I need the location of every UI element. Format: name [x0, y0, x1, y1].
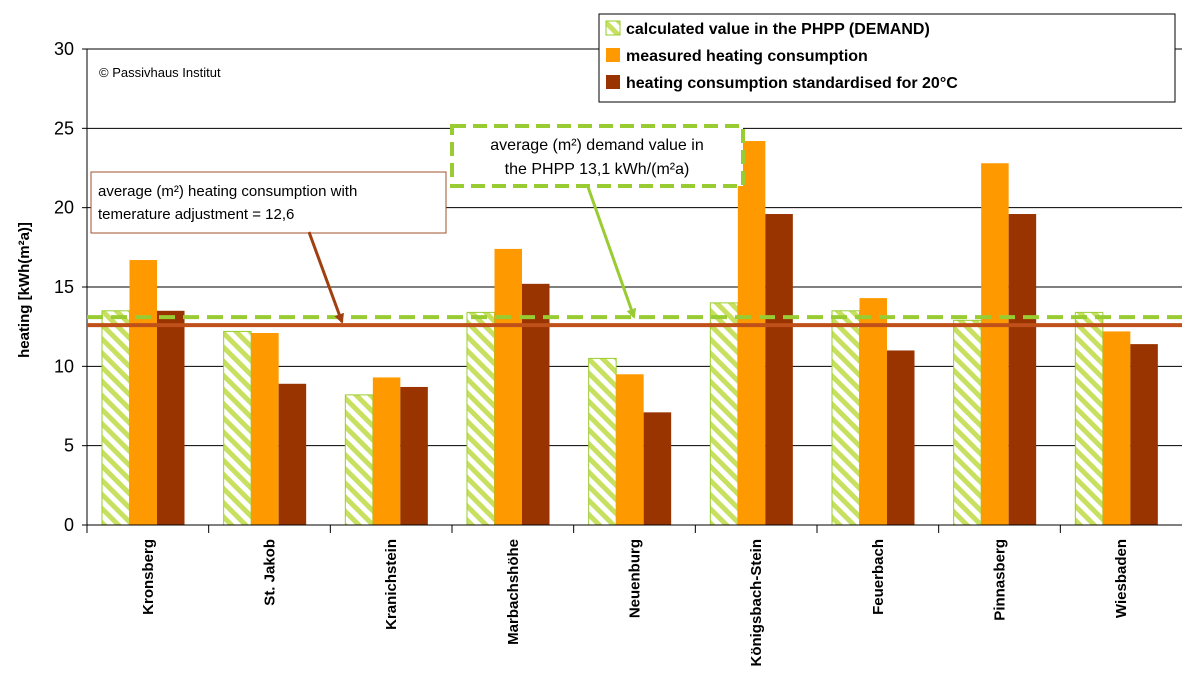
y-tick-label: 25	[54, 118, 74, 138]
bar-st-jakob-series-1	[223, 330, 252, 526]
bar-wiesbaden-series-2	[1102, 331, 1131, 525]
x-category-label: Pinnasberg	[992, 539, 1009, 621]
bar-kronsberg-series-2	[129, 260, 157, 525]
legend-label-3: heating consumption standardised for 20°…	[626, 75, 958, 92]
copyright-text: © Passivhaus Institut	[99, 65, 221, 80]
legend-label-2: measured heating consumption	[626, 48, 868, 65]
bar-st-jakob-series-3	[278, 383, 307, 525]
bar-kranichstein-series-1	[344, 394, 374, 526]
bar-k-nigsbach-stein-series-1	[709, 302, 739, 526]
annotation-demand-arrow	[586, 186, 637, 319]
bar-pinnasberg-series-2	[981, 163, 1009, 526]
legend-swatch-3	[606, 75, 620, 89]
bar-neuenburg-series-3	[643, 412, 672, 525]
annotation-demand-average: average (m²) demand value in the PHPP 13…	[450, 124, 745, 319]
annotation-demand-box	[450, 124, 745, 188]
y-tick-label: 30	[54, 39, 74, 59]
annotation-demand-line-1: average (m²) demand value in	[490, 137, 703, 154]
bar-k-nigsbach-stein-series-2	[737, 141, 766, 525]
annotation-consumption-arrow	[307, 231, 344, 324]
bar-pinnasberg-series-1	[953, 319, 982, 526]
bar-kranichstein-series-2	[372, 377, 401, 525]
x-category-labels: Kronsberg St. Jakob Kranichstein Marbachshö…	[140, 539, 1130, 667]
y-tick-label: 0	[64, 515, 74, 535]
x-category-label: Wiesbaden	[1113, 539, 1130, 618]
axes	[82, 48, 1182, 533]
bar-feuerbach-series-3	[887, 350, 915, 525]
y-tick-labels: 0 5 10 15 20 25 30	[54, 39, 74, 535]
annotation-consumption-line-2: temerature adjustment = 12,6	[98, 206, 294, 223]
bar-neuenburg-series-2	[616, 374, 644, 525]
x-category-label: Königsbach-Stein	[748, 539, 765, 667]
legend-label-1: calculated value in the PHPP (DEMAND)	[626, 21, 930, 38]
bars	[101, 141, 1158, 526]
annotation-consumption-average: average (m²) heating consumption with te…	[90, 171, 447, 324]
annotation-consumption-box	[90, 171, 447, 234]
reference-lines	[87, 315, 1182, 328]
y-tick-label: 5	[64, 436, 74, 456]
x-category-label: Kranichstein	[383, 539, 400, 630]
annotation-demand-line-2: the PHPP 13,1 kWh/(m²a)	[505, 161, 690, 178]
x-category-label: Marbachshöhe	[505, 539, 522, 645]
bar-st-jakob-series-2	[251, 333, 279, 525]
bar-k-nigsbach-stein-series-3	[765, 214, 793, 525]
y-tick-label: 20	[54, 198, 74, 218]
bar-wiesbaden-series-1	[1074, 311, 1104, 526]
bar-pinnasberg-series-3	[1008, 214, 1037, 525]
y-axis-label: heating [kWh(m²a)]	[16, 222, 33, 358]
y-tick-label: 10	[54, 356, 74, 376]
bar-marbachsh-he-series-1	[466, 311, 495, 526]
y-tick-label: 15	[54, 277, 74, 297]
bar-marbachsh-he-series-3	[522, 283, 550, 525]
bar-neuenburg-series-1	[588, 357, 617, 526]
bar-feuerbach-series-1	[831, 310, 860, 526]
bar-marbachsh-he-series-2	[494, 248, 522, 526]
x-category-label: Neuenburg	[627, 539, 644, 618]
x-category-label: Kronsberg	[140, 539, 157, 615]
legend-box	[598, 13, 1176, 103]
legend: calculated value in the PHPP (DEMAND) mea…	[598, 13, 1176, 103]
x-category-label: Feuerbach	[870, 539, 887, 615]
bar-kronsberg-series-3	[157, 310, 185, 525]
x-category-label: St. Jakob	[262, 539, 279, 606]
legend-swatch-2	[606, 48, 620, 62]
annotation-consumption-line-1: average (m²) heating consumption with	[98, 183, 357, 200]
bar-wiesbaden-series-3	[1130, 344, 1158, 525]
bar-kranichstein-series-3	[400, 386, 428, 525]
legend-swatch-1	[605, 20, 621, 36]
bar-feuerbach-series-2	[859, 298, 887, 525]
bar-kronsberg-series-1	[101, 310, 130, 526]
